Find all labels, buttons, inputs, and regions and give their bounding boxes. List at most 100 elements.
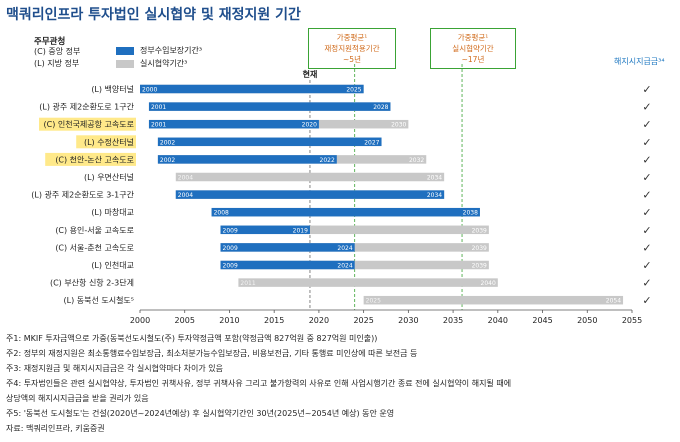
concession-end-label: 2039 (472, 227, 487, 234)
note-5: 주5: '동북선 도시철도'는 건설(2020년~2024년예상) 후 실시협약… (6, 409, 395, 418)
bar-start-label: 2008 (214, 210, 229, 217)
concession-end-label: 2040 (481, 280, 496, 287)
note-2: 주2: 정부의 재정지원은 최소통행료수입보장금, 최소처분가능수입보장금, 비… (6, 349, 418, 358)
page-title: 맥쿼리인프라 투자법인 실시협약 및 재정지원 기간 (6, 7, 301, 23)
concession-bar (175, 172, 445, 182)
bar-start-label: 2011 (240, 280, 255, 287)
callout-support-line-1: 가중평균¹ (336, 33, 368, 42)
bar-start-label: 2009 (223, 227, 238, 234)
x-tick-label: 2020 (309, 316, 329, 325)
bar-start-label: 2002 (160, 139, 175, 146)
current-year-label: 현재 (303, 69, 318, 79)
concession-bar (363, 295, 624, 305)
refund-check-icon: ✓ (642, 241, 651, 254)
guarantee-bar (220, 225, 310, 235)
refund-check-icon: ✓ (642, 206, 651, 219)
bar-start-label: 2002 (160, 157, 175, 164)
refund-check-icon: ✓ (642, 171, 651, 184)
legend-label-concession: 실시협약기간³ (140, 59, 188, 68)
guarantee-bar (211, 207, 480, 217)
refund-check-icon: ✓ (642, 224, 651, 237)
concession-end-label: 2030 (391, 122, 406, 129)
callout-support-line-2: 재정지원적용기간 (324, 44, 380, 53)
legend-heading: 주무관청 (34, 37, 66, 47)
bar-start-label: 2000 (142, 87, 157, 94)
concession-end-label: 2032 (409, 157, 424, 164)
guarantee-bar (148, 102, 391, 111)
row-label: (C) 천안-논산 고속도로 (55, 154, 134, 164)
row-label: (C) 용인-서울 고속도로 (55, 225, 134, 235)
row-label: (C) 인천국제공항 고속도로 (43, 119, 134, 129)
concession-end-label: 2034 (427, 175, 442, 182)
refund-header: 해지시지급금³⁴ (614, 57, 665, 66)
callout-concession-period: 가중평균¹ 실시협약기간 ~17년 (430, 28, 516, 69)
guarantee-end-label: 2020 (302, 122, 317, 129)
guarantee-end-label: 2024 (337, 245, 352, 252)
row-label: (L) 동북선 도시철도⁵ (63, 295, 134, 305)
concession-end-label: 2039 (472, 263, 487, 270)
guarantee-bar (148, 119, 319, 129)
row-label: (L) 인천대교 (91, 260, 134, 270)
refund-check-icon: ✓ (642, 294, 651, 307)
guarantee-end-label: 2025 (346, 87, 361, 94)
guarantee-end-label: 2034 (427, 192, 442, 199)
bar-start-label: 2009 (223, 245, 238, 252)
callout-concession-line-1: 가중평균¹ (457, 33, 489, 42)
x-tick-label: 2055 (622, 316, 642, 325)
legend-label-guarantee: 정부수입보장기간³ (140, 46, 203, 55)
refund-check-icon: ✓ (642, 118, 651, 131)
x-tick-label: 2010 (219, 316, 239, 325)
refund-check-icon: ✓ (642, 136, 651, 149)
callout-concession-line-3: ~17년 (461, 55, 485, 64)
refund-check-icon: ✓ (642, 189, 651, 202)
row-label: (L) 수정산터널 (84, 137, 134, 147)
guarantee-bar (175, 190, 445, 199)
row-label-highlight (39, 117, 136, 131)
concession-bar (220, 225, 489, 235)
x-tick-label: 2025 (353, 316, 373, 325)
bar-start-label: 2009 (223, 263, 238, 270)
row-label: (C) 서울-춘천 고속도로 (55, 242, 134, 252)
row-label: (L) 광주 제2순환도로 3-1구간 (31, 190, 134, 200)
refund-check-icon: ✓ (642, 153, 651, 166)
x-tick-label: 2035 (443, 316, 463, 325)
note-3: 주3: 재정지원금 및 해지시지급금은 각 실시협약마다 차이가 있음 (6, 364, 223, 373)
bar-start-label: 2001 (151, 104, 166, 111)
x-tick-label: 2015 (264, 316, 284, 325)
guarantee-end-label: 2022 (320, 157, 335, 164)
refund-check-icon: ✓ (642, 83, 651, 96)
x-tick-label: 2000 (130, 316, 150, 325)
guarantee-bar (220, 260, 355, 270)
bar-start-label: 2025 (366, 298, 381, 305)
guarantee-bar (140, 84, 364, 94)
row-label: (C) 부산항 신항 2-3단계 (50, 278, 134, 288)
refund-check-icon: ✓ (642, 101, 651, 114)
guarantee-end-label: 2028 (373, 104, 388, 111)
concession-end-label: 2054 (606, 298, 621, 305)
callout-concession-line-2: 실시협약기간 (452, 44, 494, 53)
row-label: (L) 마창대교 (91, 208, 134, 217)
refund-check-icon: ✓ (642, 259, 651, 272)
guarantee-end-label: 2019 (293, 227, 308, 234)
concession-bar (238, 278, 498, 287)
note-4: 주4: 투자법인들은 관련 실시협약상, 투자법인 귀책사유, 정부 귀책사유 … (6, 379, 512, 388)
legend-code-local: (L) 지방 정부 (34, 59, 80, 68)
source-note: 자료: 맥쿼리인프라, 키움증권 (6, 424, 105, 433)
note-1: 주1: MKIF 투자금액으로 가중(동북선도시철도(주) 투자약정금액 포함(… (6, 334, 378, 343)
legend-code-central: (C) 중앙 정부 (34, 47, 81, 56)
row-label: (L) 우면산터널 (84, 172, 134, 182)
guarantee-end-label: 2024 (337, 263, 352, 270)
guarantee-bar (220, 243, 355, 252)
row-label: (L) 백양터널 (91, 84, 134, 94)
callout-support-line-3: ~5년 (343, 55, 361, 64)
concession-end-label: 2039 (472, 245, 487, 252)
guarantee-end-label: 2038 (463, 210, 478, 217)
guarantee-bar (157, 155, 337, 164)
note-4-cont: 상당액의 해지시지급금을 받을 권리가 있음 (6, 394, 149, 403)
guarantee-end-label: 2027 (364, 139, 379, 146)
bar-start-label: 2004 (178, 175, 193, 182)
row-label: (L) 광주 제2순환도로 1구간 (39, 102, 134, 112)
callout-support-period: 가중평균¹ 재정지원적용기간 ~5년 (308, 28, 396, 69)
guarantee-bar (157, 137, 382, 147)
